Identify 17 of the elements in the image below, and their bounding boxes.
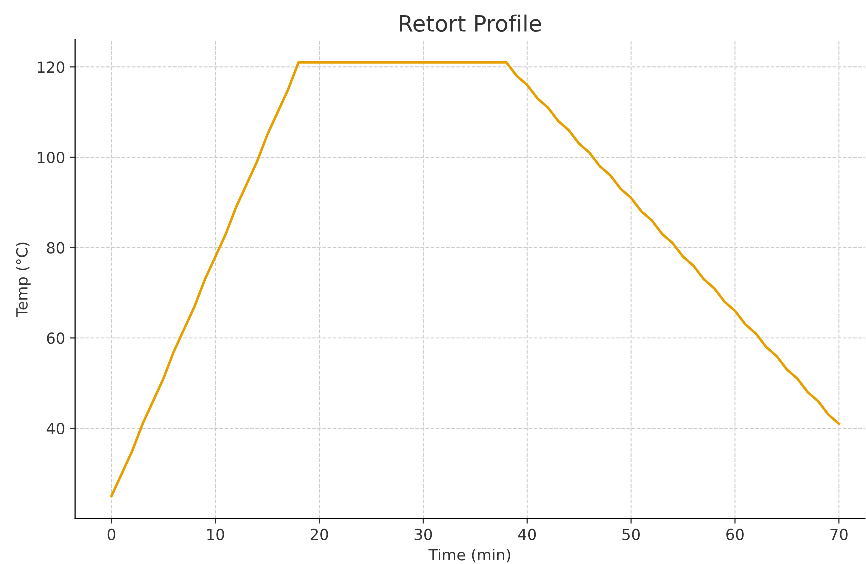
y-tick-label: 120 (38, 62, 65, 74)
chart-title: Retort Profile (400, 14, 542, 32)
x-axis-title: Time (min) (428, 548, 510, 563)
y-tick-label: 40 (46, 423, 65, 435)
x-tick-label: 0 (108, 528, 116, 540)
y-tick-label: 100 (38, 152, 65, 164)
y-tick-label: 60 (47, 332, 65, 344)
x-tick-label: 30 (414, 528, 432, 540)
line-series (110, 61, 840, 498)
y-axis-title: Temp (°C) (16, 242, 31, 318)
x-tick-label: 40 (518, 528, 536, 540)
x-tick-label: 60 (726, 528, 744, 540)
x-tick-label: 70 (830, 528, 848, 540)
y-tick-label: 80 (47, 242, 65, 254)
x-tick-label: 50 (622, 528, 640, 540)
x-tick-label: 20 (310, 528, 328, 540)
x-tick-label: 10 (208, 528, 224, 540)
